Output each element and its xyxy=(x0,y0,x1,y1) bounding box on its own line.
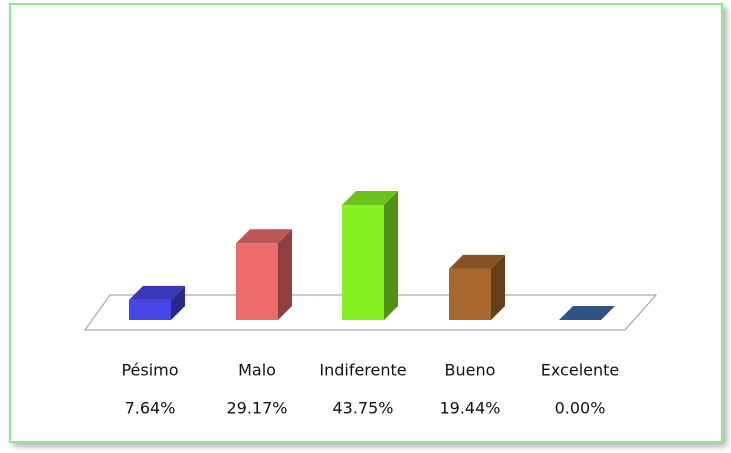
bar-front xyxy=(342,204,384,320)
bar-top xyxy=(449,254,505,269)
bar-front xyxy=(236,243,278,320)
bar-side xyxy=(384,190,398,320)
category-label: Bueno xyxy=(445,361,496,380)
bar-side xyxy=(171,285,185,320)
value-label: 7.64% xyxy=(125,399,176,418)
value-label: 29.17% xyxy=(226,399,287,418)
category-label: Excelente xyxy=(541,361,619,380)
bar-top xyxy=(559,306,615,320)
bar-top xyxy=(342,190,398,205)
value-label: 0.00% xyxy=(555,399,606,418)
bar-front xyxy=(449,268,491,320)
bar-side xyxy=(491,254,505,320)
bar-side xyxy=(278,229,292,320)
category-label: Indiferente xyxy=(319,361,406,380)
bar-top xyxy=(129,285,185,300)
bar-front xyxy=(129,299,171,320)
category-label: Malo xyxy=(238,361,276,380)
value-label: 19.44% xyxy=(439,399,500,418)
bar-top xyxy=(236,229,292,244)
category-label: Pésimo xyxy=(121,361,178,380)
value-label: 43.75% xyxy=(332,399,393,418)
